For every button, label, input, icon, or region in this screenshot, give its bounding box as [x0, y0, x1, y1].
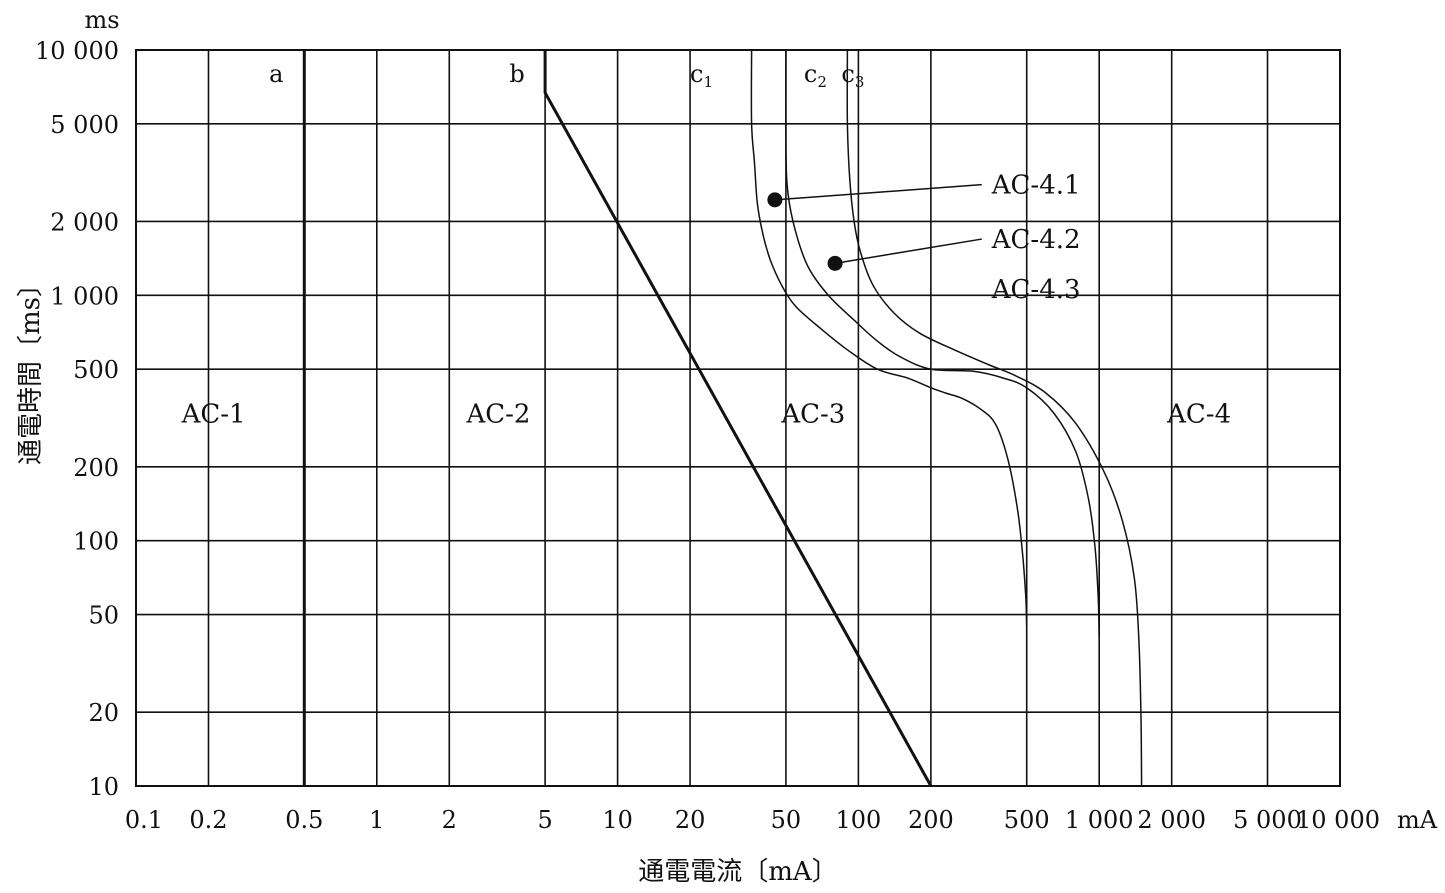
leader-line: [834, 238, 982, 265]
x-tick-label: 0.1: [125, 806, 163, 834]
curve-label-c3: c3: [841, 60, 864, 91]
curve-label-subscript: 2: [817, 73, 827, 91]
x-tick-label: 500: [1004, 806, 1050, 834]
x-tick-label: 200: [908, 806, 954, 834]
curve-label-subscript: 3: [855, 73, 865, 91]
x-unit-label: mA: [1397, 806, 1438, 834]
y-tick-label: 10: [88, 773, 119, 801]
annotation-label: AC-4.3: [991, 275, 1081, 305]
plot-frame: [135, 49, 1341, 787]
x-tick-label: 0.5: [285, 806, 323, 834]
x-tick-label: 1 000: [1065, 806, 1134, 834]
y-tick-label: 200: [73, 454, 119, 482]
curve-c3: [846, 49, 1143, 787]
chart-grid: [135, 49, 1341, 787]
y-tick-label: 20: [88, 699, 119, 727]
region-label: AC-3: [780, 399, 845, 429]
x-tick-label: 2 000: [1137, 806, 1206, 834]
annotation-dot: [827, 255, 843, 271]
annotation-label: AC-4.2: [991, 225, 1081, 255]
chart-curves: a b c1 c2 c3: [269, 49, 1143, 787]
y-tick-label: 100: [73, 528, 119, 556]
curve-label-c1: c1: [690, 60, 713, 91]
annotation-dot: [767, 192, 783, 208]
y-tick-label: 500: [73, 356, 119, 384]
curve-b: [543, 50, 933, 787]
x-tick-label: 20: [675, 806, 706, 834]
y-axis-title: 通電時間〔ms〕: [16, 271, 46, 465]
region-label: AC-1: [181, 399, 246, 429]
y-tick-label: 5 000: [50, 111, 119, 139]
y-tick-label: 10 000: [35, 37, 119, 65]
chart-annotations: AC-4.1 AC-4.2 AC-4.3: [767, 171, 1081, 305]
y-unit-label: ms: [84, 6, 119, 34]
curve-label-c2: c2: [804, 60, 827, 91]
y-axis-title-wrap: 通電時間〔ms〕: [16, 271, 46, 465]
x-tick-label: 2: [442, 806, 457, 834]
curve-label-subscript: 1: [704, 73, 714, 91]
x-tick-label: 10 000: [1296, 806, 1380, 834]
x-tick-label: 0.2: [189, 806, 227, 834]
curve-c1: [750, 49, 1028, 626]
y-tick-label: 2 000: [50, 208, 119, 236]
x-tick-label: 5: [537, 806, 552, 834]
y-tick-label: 50: [88, 602, 119, 630]
y-tick-label: 1 000: [50, 282, 119, 310]
curve-c2: [785, 49, 1100, 639]
chart-ticks: 0.1 0.2 0.5 1 2 5 10 20 50 100 200 500 1 000 2 000 5 0…: [35, 37, 1438, 834]
curve-label-b: b: [509, 60, 524, 88]
x-tick-label: 100: [835, 806, 881, 834]
curve-label-a: a: [269, 60, 283, 88]
region-label: AC-4: [1166, 399, 1231, 429]
x-tick-label: 50: [771, 806, 802, 834]
x-axis-title: 通電電流〔mA〕: [638, 857, 837, 887]
annotation-label: AC-4.1: [991, 171, 1081, 201]
leader-line: [774, 183, 982, 201]
x-tick-label: 1: [369, 806, 384, 834]
region-label: AC-2: [465, 399, 530, 429]
x-tick-label: 5 000: [1233, 806, 1302, 834]
chart-regions: AC-1 AC-2 AC-3 AC-4: [181, 399, 1232, 429]
x-tick-label: 10: [602, 806, 633, 834]
